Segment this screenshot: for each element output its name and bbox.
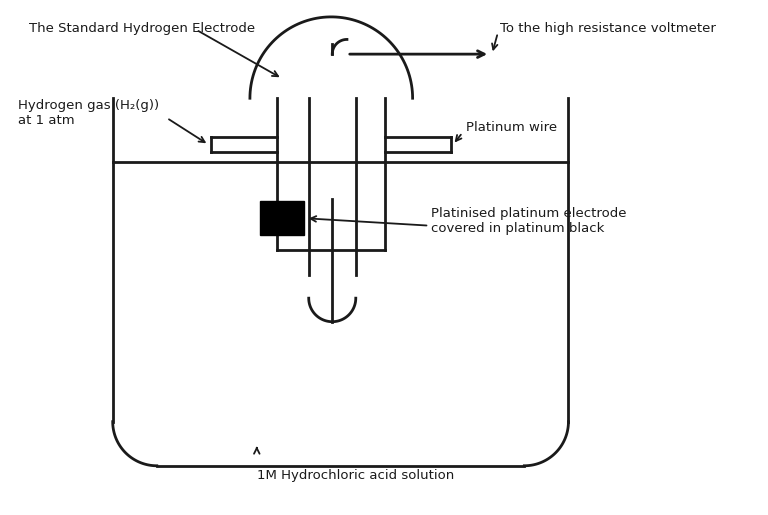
Text: Platinised platinum electrode
covered in platinum black: Platinised platinum electrode covered in… — [432, 207, 627, 235]
Text: Hydrogen gas (H₂(g))
at 1 atm: Hydrogen gas (H₂(g)) at 1 atm — [18, 99, 159, 127]
Text: To the high resistance voltmeter: To the high resistance voltmeter — [500, 22, 716, 35]
Text: Platinum wire: Platinum wire — [465, 121, 557, 134]
Bar — [260, 201, 304, 235]
Text: The Standard Hydrogen Electrode: The Standard Hydrogen Electrode — [29, 22, 256, 35]
Text: 1M Hydrochloric acid solution: 1M Hydrochloric acid solution — [257, 470, 454, 483]
